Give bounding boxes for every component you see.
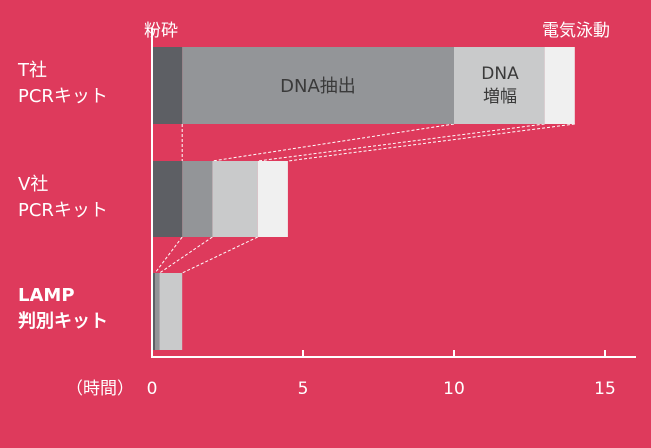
x-tick-label-5: 5 — [298, 379, 309, 399]
row-label-v-line2: PCRキット — [18, 200, 108, 221]
row-label-lamp-line2: 判別キット — [18, 311, 108, 332]
bar-segment-row0-stage1 — [182, 47, 454, 124]
connector-line-row0-stage1 — [212, 123, 455, 162]
x-tick-label-0: 0 — [147, 379, 158, 399]
row-label-v-line1: V社 — [18, 174, 48, 195]
x-axis-unit-label: （時間） — [66, 379, 134, 399]
bar-segment-row2-stage0 — [152, 273, 156, 350]
bar-segment-row2-stage2 — [159, 273, 183, 350]
dna-amplification-label-line2: 増幅 — [483, 87, 517, 107]
bar-segment-row1-stage0 — [152, 161, 183, 237]
electrophoresis-annotation: 電気泳動 — [542, 21, 610, 41]
dna-extraction-label: DNA抽出 — [280, 76, 356, 97]
connector-line-row0-stage2 — [257, 123, 545, 162]
connector-line-row1-stage2 — [181, 236, 258, 274]
bars — [152, 47, 575, 350]
connector-line-row1-stage0 — [154, 236, 183, 274]
x-tick-label-10: 10 — [443, 379, 465, 399]
bar-segment-row2-stage1 — [155, 273, 160, 350]
bar-segment-row1-stage2 — [212, 161, 258, 237]
row-label-lamp-line1: LAMP — [18, 285, 75, 306]
connector-line-row1-stage1 — [159, 236, 213, 274]
bar-segment-row1-stage3 — [257, 161, 288, 237]
row-label-t-line2: PCRキット — [18, 86, 108, 107]
axes: 0 5 10 15 — [147, 28, 636, 399]
row-label-t-line1: T社 — [17, 60, 47, 81]
dna-amplification-label-line1: DNA — [481, 64, 519, 84]
x-tick-label-15: 15 — [594, 379, 616, 399]
bar-segment-row0-stage3 — [544, 47, 575, 124]
crush-annotation: 粉砕 — [144, 21, 178, 41]
connector-line-row0-stage3 — [287, 123, 575, 162]
bar-segment-row0-stage2 — [454, 47, 545, 124]
bar-segment-row0-stage0 — [152, 47, 183, 124]
connector-lines — [154, 123, 575, 274]
bar-segment-row1-stage1 — [182, 161, 213, 237]
